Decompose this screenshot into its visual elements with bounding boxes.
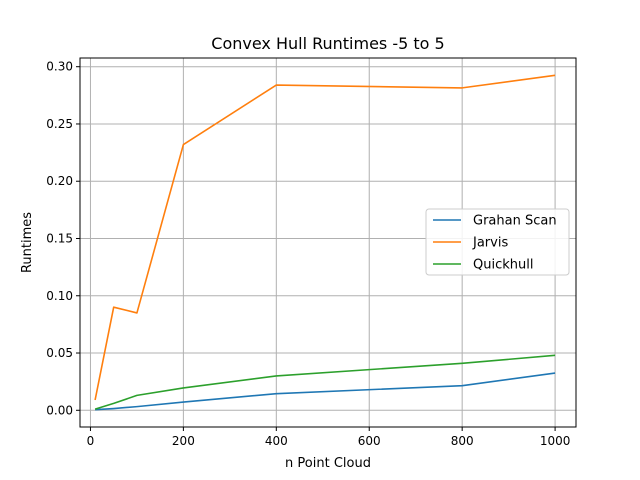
legend-label: Jarvis [472, 236, 508, 251]
y-tick-label: 0.15 [46, 231, 73, 245]
chart-title: Convex Hull Runtimes -5 to 5 [211, 34, 444, 53]
legend-label: Quickhull [473, 258, 533, 273]
y-tick-label: 0.30 [46, 60, 73, 74]
y-tick-label: 0.20 [46, 174, 73, 188]
legend: Grahan Scan Jarvis Quickhull [425, 208, 570, 276]
y-tick-label: 0.05 [46, 346, 73, 360]
x-tick-label: 0 [87, 434, 95, 448]
series-lines [94, 74, 556, 411]
x-tick-label: 200 [172, 434, 195, 448]
y-tick-label: 0.10 [46, 289, 73, 303]
x-tick-label: 1000 [540, 434, 571, 448]
y-tick-label: 0.25 [46, 117, 73, 131]
x-tick-label: 600 [358, 434, 381, 448]
series-line-jarvis [94, 74, 556, 401]
y-tick-label: 0.00 [46, 403, 73, 417]
x-tick-label: 400 [265, 434, 288, 448]
legend-box [425, 208, 570, 276]
plot-frame [79, 57, 577, 428]
series-line-grahan-scan [95, 372, 556, 411]
legend-label: Grahan Scan [473, 214, 557, 229]
x-tick-label: 800 [451, 434, 474, 448]
x-axis-label: n Point Cloud [285, 456, 371, 471]
y-axis-label: Runtimes [20, 212, 35, 273]
y-axis-ticks: 0.00 0.05 0.10 0.15 0.20 0.25 0.30 [46, 60, 80, 417]
x-axis-ticks: 0 200 400 600 800 1000 [87, 427, 571, 448]
series-line-quickhull [94, 354, 556, 410]
